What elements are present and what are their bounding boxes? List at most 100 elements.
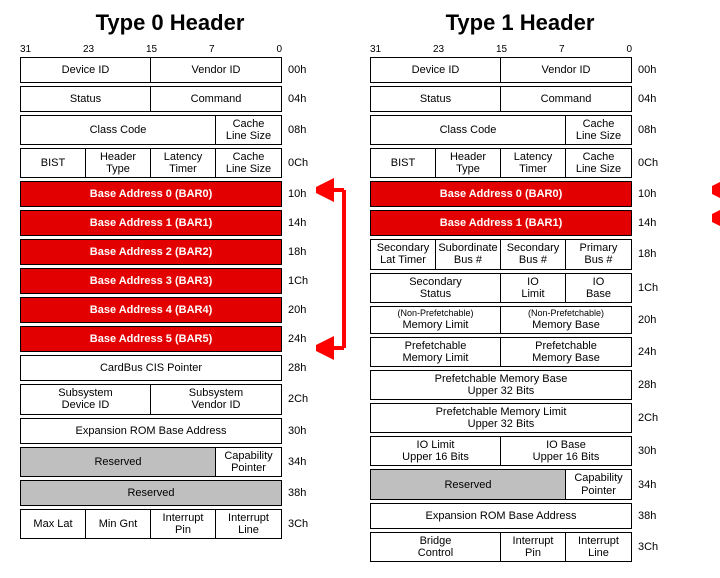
- type1-header-block: Type 1 Header 31231570 Device IDVendor ID 0…: [370, 10, 670, 565]
- table-row: Expansion ROM Base Address 38h: [370, 503, 670, 529]
- type1-table: Device IDVendor ID00hStatusCommand04hCla…: [370, 57, 670, 565]
- offset-label: 10h: [288, 188, 312, 200]
- offset-label: 24h: [288, 333, 312, 345]
- offset-label: 20h: [288, 304, 312, 316]
- cell: Base Address 1 (BAR1): [21, 211, 281, 235]
- table-row: CardBus CIS Pointer28h: [20, 355, 320, 381]
- cell: Base Address 0 (BAR0): [371, 182, 631, 206]
- offset-label: 0Ch: [638, 157, 662, 169]
- table-row: ReservedCapabilityPointer34h: [20, 447, 320, 477]
- table-row: Class CodeCacheLine Size08h: [370, 115, 670, 145]
- offset-label: 38h: [638, 510, 662, 522]
- cell: SecondaryBus #: [501, 240, 566, 268]
- table-row: IO LimitUpper 16 BitsIO BaseUpper 16 Bit…: [370, 436, 670, 466]
- type1-bit-labels: 31231570: [370, 44, 632, 55]
- offset-label: 0Ch: [288, 157, 312, 169]
- offset-label: 3Ch: [288, 518, 312, 530]
- table-row: BISTHeaderTypeLatencyTimerCacheLine Size…: [370, 148, 670, 178]
- cell: InterruptLine: [216, 510, 281, 538]
- offset-label: 3Ch: [638, 541, 662, 553]
- cell: Max Lat: [21, 510, 86, 538]
- offset-label: 24h: [638, 346, 662, 358]
- cell: Command: [501, 87, 631, 111]
- offset-label: 14h: [288, 217, 312, 229]
- table-row: Base Address 0 (BAR0) 10h: [370, 181, 670, 207]
- cell: IO LimitUpper 16 Bits: [371, 437, 501, 465]
- offset-label: 38h: [288, 487, 312, 499]
- cell: Base Address 1 (BAR1): [371, 211, 631, 235]
- type1-bar-arrows: [712, 178, 720, 238]
- table-row: Prefetchable Memory BaseUpper 32 Bits 28h: [370, 370, 670, 400]
- cell: HeaderType: [436, 149, 501, 177]
- cell: Base Address 5 (BAR5): [21, 327, 281, 351]
- table-row: Prefetchable Memory LimitUpper 32 Bits2C…: [370, 403, 670, 433]
- cell: Device ID: [371, 58, 501, 82]
- table-row: Base Address 1 (BAR1) 14h: [20, 210, 320, 236]
- table-row: Reserved38h: [20, 480, 320, 506]
- offset-label: 2Ch: [288, 393, 312, 405]
- type0-bit-labels: 31231570: [20, 44, 282, 55]
- offset-label: 10h: [638, 188, 662, 200]
- offset-label: 00h: [288, 64, 312, 76]
- cell: Base Address 0 (BAR0): [21, 182, 281, 206]
- offset-label: 30h: [638, 445, 662, 457]
- offset-label: 20h: [638, 314, 662, 326]
- cell: CapabilityPointer: [566, 470, 631, 498]
- offset-label: 04h: [638, 93, 662, 105]
- cell: BIST: [21, 149, 86, 177]
- table-row: Class CodeCacheLine Size 08h: [20, 115, 320, 145]
- cell: CacheLine Size: [566, 149, 631, 177]
- cell: SecondaryLat Timer: [371, 240, 436, 268]
- cell: PrefetchableMemory Limit: [371, 338, 501, 366]
- table-row: Base Address 4 (BAR4) 20h: [20, 297, 320, 323]
- cell: (Non-Prefetchable)Memory Base: [501, 307, 631, 333]
- cell: Prefetchable Memory BaseUpper 32 Bits: [371, 371, 631, 399]
- cell: Device ID: [21, 58, 151, 82]
- cell: InterruptPin: [501, 533, 566, 561]
- cell: Expansion ROM Base Address: [371, 504, 631, 528]
- type0-bar-bracket-arrow: [316, 178, 356, 368]
- cell: InterruptPin: [151, 510, 216, 538]
- cell: IO BaseUpper 16 Bits: [501, 437, 631, 465]
- cell: IOLimit: [501, 274, 566, 302]
- cell: Class Code: [371, 116, 566, 144]
- table-row: Expansion ROM Base Address30h: [20, 418, 320, 444]
- cell: InterruptLine: [566, 533, 631, 561]
- offset-label: 18h: [638, 248, 662, 260]
- type1-title: Type 1 Header: [370, 10, 670, 36]
- table-row: Max LatMin GntInterruptPinInterruptLine3…: [20, 509, 320, 539]
- cell: SubsystemDevice ID: [21, 385, 151, 413]
- cell: Vendor ID: [151, 58, 281, 82]
- offset-label: 04h: [288, 93, 312, 105]
- cell: Base Address 4 (BAR4): [21, 298, 281, 322]
- offset-label: 08h: [638, 124, 662, 136]
- table-row: Base Address 1 (BAR1)14h: [370, 210, 670, 236]
- offset-label: 1Ch: [288, 275, 312, 287]
- cell: SecondaryStatus: [371, 274, 501, 302]
- cell: IOBase: [566, 274, 631, 302]
- cell: LatencyTimer: [151, 149, 216, 177]
- offset-label: 28h: [638, 379, 662, 391]
- table-row: StatusCommand04h: [20, 86, 320, 112]
- table-row: BISTHeaderTypeLatencyTimerCacheLine Size…: [20, 148, 320, 178]
- cell: CapabilityPointer: [216, 448, 281, 476]
- cell: (Non-Prefetchable)Memory Limit: [371, 307, 501, 333]
- type0-table: Device IDVendor ID00hStatusCommand04hCla…: [20, 57, 320, 542]
- table-row: StatusCommand 04h: [370, 86, 670, 112]
- table-row: SecondaryStatusIOLimitIOBase1Ch: [370, 273, 670, 303]
- table-row: Base Address 0 (BAR0) 10h: [20, 181, 320, 207]
- table-row: PrefetchableMemory LimitPrefetchableMemo…: [370, 337, 670, 367]
- table-row: Base Address 2 (BAR2)18h: [20, 239, 320, 265]
- cell: SubsystemVendor ID: [151, 385, 281, 413]
- cell: CacheLine Size: [216, 116, 281, 144]
- cell: Status: [371, 87, 501, 111]
- cell: Vendor ID: [501, 58, 631, 82]
- cell: Class Code: [21, 116, 216, 144]
- cell: BridgeControl: [371, 533, 501, 561]
- offset-label: 18h: [288, 246, 312, 258]
- offset-label: 08h: [288, 124, 312, 136]
- offset-label: 34h: [638, 479, 662, 491]
- offset-label: 2Ch: [638, 412, 662, 424]
- cell: Command: [151, 87, 281, 111]
- table-row: ReservedCapabilityPointer34h: [370, 469, 670, 499]
